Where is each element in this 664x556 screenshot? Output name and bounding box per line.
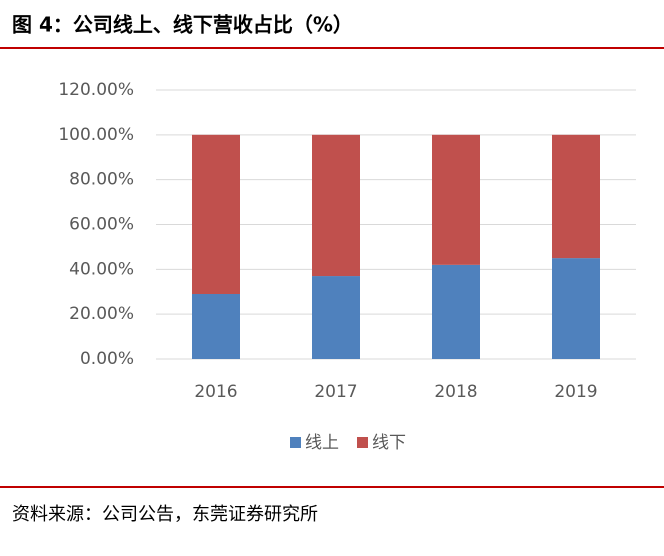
y-tick-label: 100.00% [58, 125, 134, 145]
x-tick-label: 2019 [554, 382, 597, 402]
x-tick-label: 2018 [434, 382, 477, 402]
chart-title: 图 4：公司线上、线下营收占比（%） [12, 13, 353, 37]
y-tick-label: 60.00% [69, 215, 134, 235]
legend-label: 线下 [372, 433, 406, 453]
y-tick-label: 80.00% [69, 170, 134, 190]
y-tick-label: 40.00% [69, 259, 134, 279]
legend-label: 线上 [305, 433, 339, 453]
bar [192, 134, 240, 294]
bar [552, 258, 600, 359]
bar [312, 134, 360, 277]
bar [312, 276, 360, 359]
y-tick-label: 120.00% [58, 80, 134, 100]
bar [432, 264, 480, 359]
legend-swatch [357, 437, 368, 448]
source-note: 资料来源：公司公告，东莞证券研究所 [12, 504, 318, 525]
legend-swatch [290, 437, 301, 448]
x-tick-label: 2017 [314, 382, 357, 402]
y-tick-label: 0.00% [80, 349, 134, 369]
bar [192, 293, 240, 359]
x-tick-label: 2016 [194, 382, 237, 402]
bar [432, 134, 480, 265]
y-tick-label: 20.00% [69, 304, 134, 324]
bar [552, 134, 600, 259]
